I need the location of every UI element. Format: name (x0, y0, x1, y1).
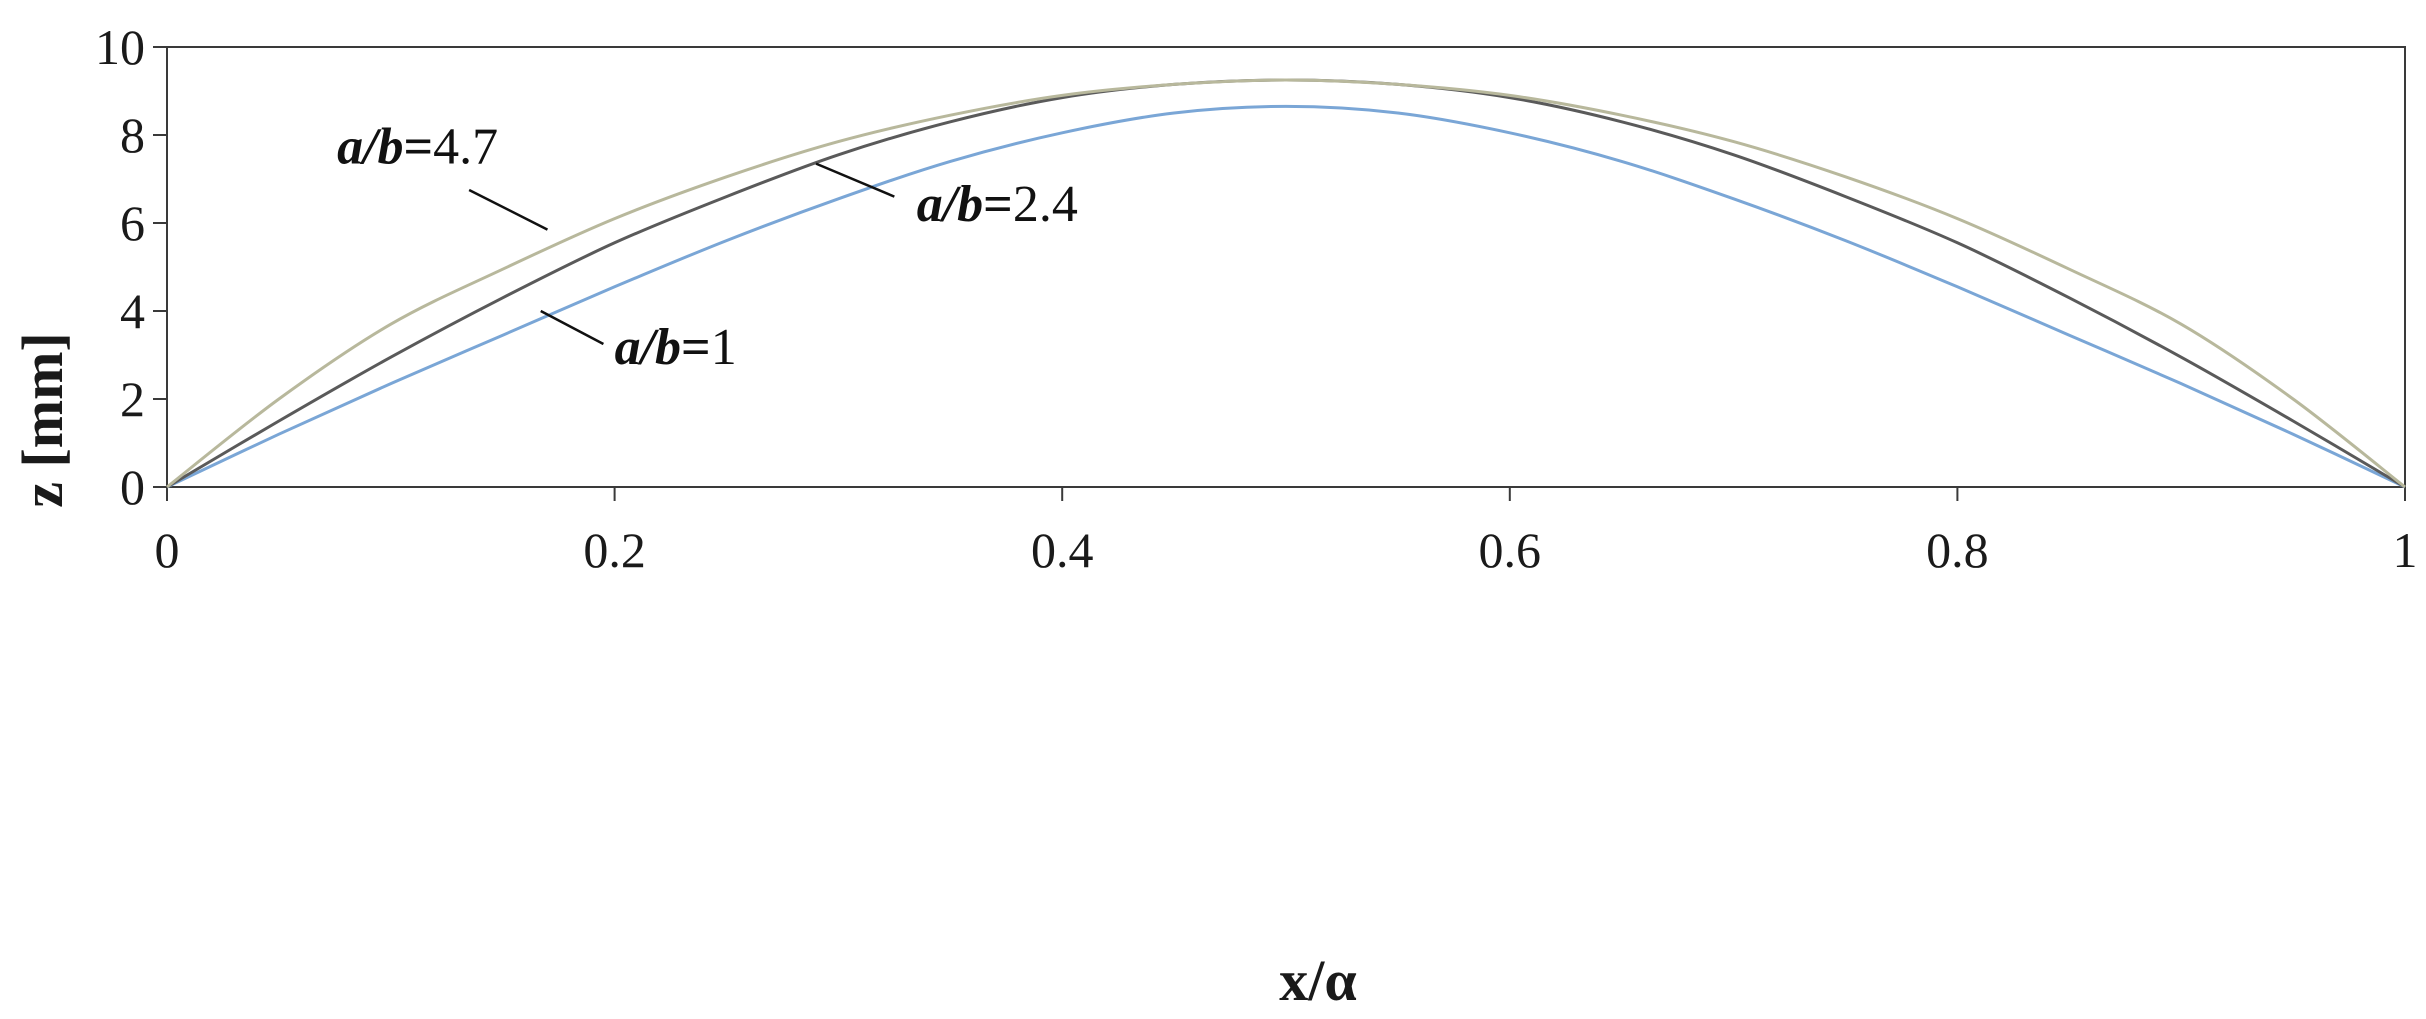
x-tick-label: 0.2 (583, 522, 646, 578)
annotation-var: a/b (615, 319, 681, 376)
annotation-var: a/b (917, 176, 983, 233)
plot-area (166, 46, 2406, 488)
y-tick-label: 4 (120, 283, 145, 339)
y-axis-label: z [mm] (10, 332, 75, 508)
annotation-leader (815, 162, 895, 198)
annotation-value: 1 (711, 319, 737, 376)
x-axis-label: x/α (1279, 948, 1356, 1013)
y-tick-label: 2 (120, 371, 145, 427)
annotation-leader (468, 188, 549, 231)
y-tick-label: 0 (120, 459, 145, 515)
x-tick-label: 0.6 (1479, 522, 1542, 578)
series-lines (166, 78, 2406, 489)
x-tick-label: 1 (2393, 522, 2418, 578)
x-tick-label: 0.4 (1031, 522, 1094, 578)
annotation-label: a/b=4.7 (337, 119, 498, 176)
annotation-label: a/b=1 (615, 319, 737, 376)
x-tick-label: 0.8 (1926, 522, 1989, 578)
annotation-value: 2.4 (1013, 176, 1078, 233)
annotation-value: 4.7 (433, 119, 498, 176)
annotations: a/b=4.7a/b=2.4a/b=1 (337, 119, 1078, 376)
annotation-eq: = (983, 176, 1013, 233)
series-line-1 (166, 104, 2406, 489)
annotation-var: a/b (337, 119, 403, 176)
series-line-3 (166, 78, 2406, 489)
y-tick-label: 6 (120, 195, 145, 251)
series-line-2 (166, 78, 2406, 489)
annotation-eq: = (404, 119, 434, 176)
annotation-label: a/b=2.4 (917, 176, 1078, 233)
y-tick-label: 10 (95, 19, 145, 75)
y-tick-label: 8 (120, 107, 145, 163)
x-tick-label: 0 (155, 522, 180, 578)
annotation-leader (540, 309, 604, 346)
annotation-eq: = (681, 319, 711, 376)
plot-frame (166, 46, 2406, 488)
